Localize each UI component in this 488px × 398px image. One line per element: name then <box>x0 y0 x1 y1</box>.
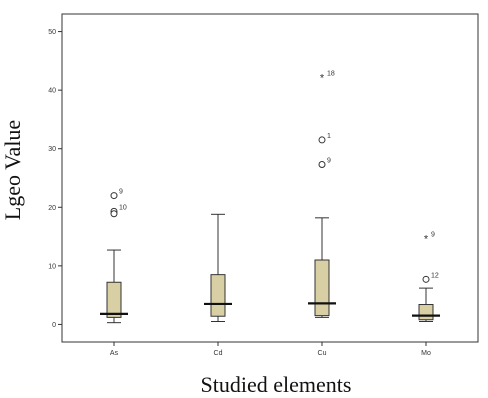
box-iqr <box>314 259 330 317</box>
x-tick-label: As <box>110 350 119 357</box>
y-tick-label: 50 <box>48 29 56 36</box>
box-iqr <box>106 281 122 318</box>
x-tick-label: Mo <box>421 350 431 357</box>
outlier-circle-marker <box>110 192 118 200</box>
outlier-circle-marker <box>110 210 118 218</box>
outlier-point: 9 <box>110 189 123 200</box>
box-as <box>100 249 128 324</box>
outlier-circle-marker <box>318 161 326 169</box>
outlier-point: 12 <box>422 272 439 283</box>
outlier-point: 9 <box>318 158 331 169</box>
outlier-point: * 18 <box>320 70 335 84</box>
box-iqr <box>418 304 434 321</box>
x-tick-label: Cd <box>214 350 223 357</box>
y-axis-title: Lgeo Value <box>0 120 25 220</box>
outlier-point <box>110 210 118 218</box>
y-tick-label: 10 <box>48 263 56 270</box>
outlier-case-label: 18 <box>327 70 335 77</box>
outlier-case-label: 12 <box>431 272 439 279</box>
box-cu <box>308 217 336 318</box>
outlier-case-label: 1 <box>327 133 331 140</box>
outlier-case-label: 10 <box>119 204 127 211</box>
outlier-circle-marker <box>422 275 430 283</box>
outlier-circle-marker <box>318 136 326 144</box>
outlier-point: 1 <box>318 133 331 144</box>
y-tick-label: 0 <box>52 322 56 329</box>
outlier-case-label: 9 <box>327 158 331 165</box>
outlier-star-marker: * <box>320 72 325 84</box>
outlier-star-marker: * <box>424 233 429 245</box>
y-tick-label: 30 <box>48 146 56 153</box>
x-axis-title: Studied elements <box>201 372 352 397</box>
y-axis-ticks: 0 10 20 30 40 50 <box>48 29 62 329</box>
outlier-point: * 9 <box>424 231 435 245</box>
y-tick-label: 40 <box>48 88 56 95</box>
box-cd <box>204 213 232 322</box>
box-iqr <box>210 274 226 317</box>
plot-area <box>61 13 479 343</box>
x-axis-ticks: As Cd Cu Mo <box>110 342 431 357</box>
box-mo <box>412 287 440 322</box>
outlier-case-label: 9 <box>119 189 123 196</box>
x-tick-label: Cu <box>318 350 327 357</box>
box-series <box>100 213 440 324</box>
outlier-case-label: 9 <box>431 231 435 238</box>
y-tick-label: 20 <box>48 205 56 212</box>
